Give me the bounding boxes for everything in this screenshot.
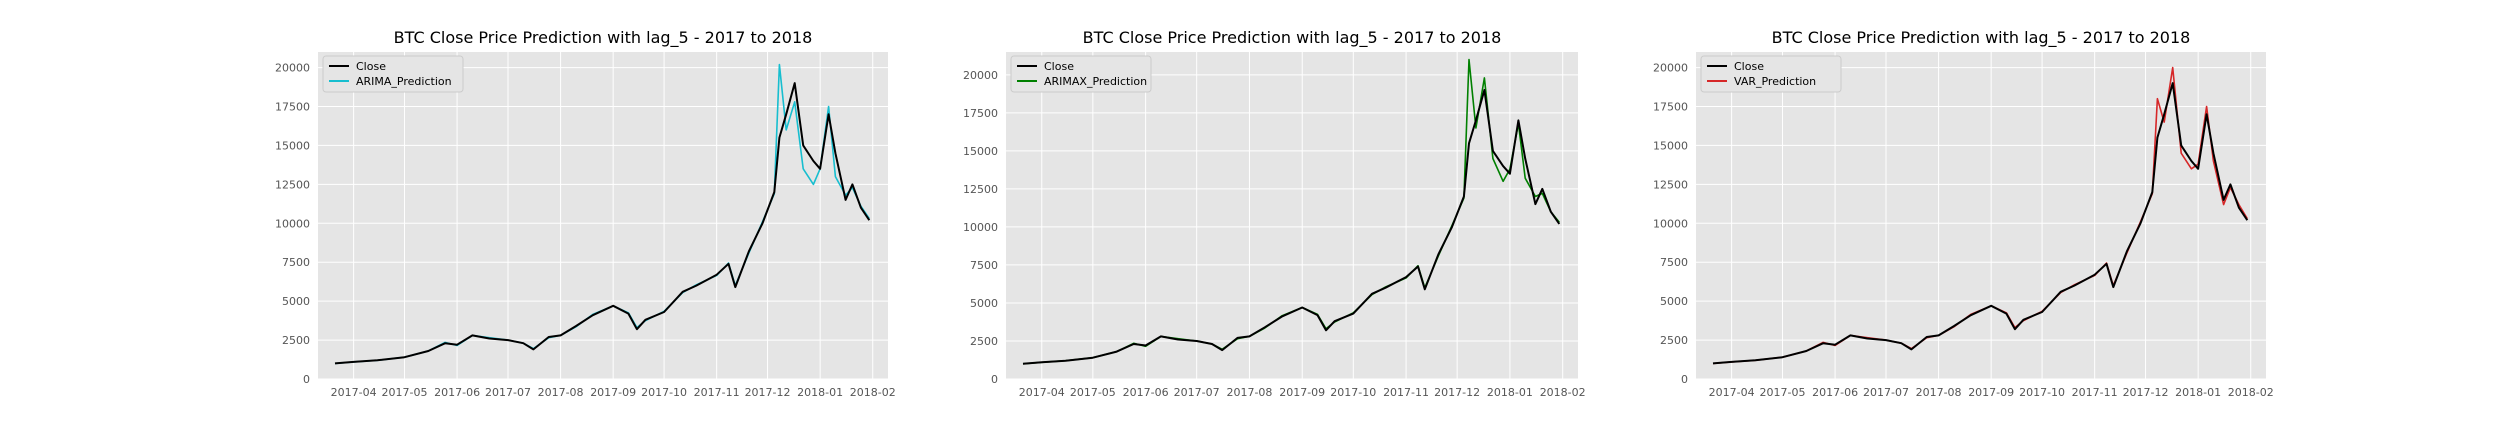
x-tick-label: 2018-02 — [1540, 386, 1586, 399]
legend: Close VAR_Prediction — [1700, 55, 1842, 93]
y-tick-label: 15000 — [963, 145, 998, 158]
x-tick-label: 2017-05 — [1760, 386, 1806, 399]
chart-title: BTC Close Price Prediction with lag_5 - … — [394, 28, 813, 48]
chart-panel-2: 0 2500 5000 7500 10000 12500 15000 17500 20000 20… — [963, 28, 1586, 399]
legend: Close ARIMAX_Prediction — [1010, 55, 1152, 93]
x-tick-label: 2018-02 — [2228, 386, 2274, 399]
legend: Close ARIMA_Prediction — [322, 55, 464, 93]
x-tick-label: 2017-10 — [641, 386, 687, 399]
x-tick-label: 2017-09 — [1279, 386, 1325, 399]
y-tick-label: 2500 — [1660, 334, 1688, 347]
x-tick-label: 2017-12 — [745, 386, 791, 399]
chart-panel-1: 0 2500 5000 7500 10000 12500 15000 17500 20000 20… — [275, 28, 896, 399]
series-line-close — [1712, 82, 2249, 365]
x-tick-label: 2017-05 — [382, 386, 428, 399]
x-tick-label: 2017-07 — [1863, 386, 1909, 399]
y-tick-label: 10000 — [963, 221, 998, 234]
y-tick-label: 17500 — [1653, 101, 1688, 114]
plot-area — [318, 52, 888, 379]
x-tick-label: 2017-04 — [1709, 386, 1755, 399]
y-tick-label: 12500 — [1653, 178, 1688, 191]
x-tick-label: 2017-06 — [1812, 386, 1858, 399]
legend-label: Close — [356, 60, 386, 73]
x-tick-label: 2017-11 — [694, 386, 740, 399]
x-tick-label: 2018-01 — [797, 386, 843, 399]
series-line-close — [1022, 89, 1561, 365]
y-tick-label: 12500 — [963, 183, 998, 196]
x-tick-label: 2017-10 — [2019, 386, 2065, 399]
legend-label: Close — [1734, 60, 1764, 73]
x-tick-label: 2018-01 — [2175, 386, 2221, 399]
x-tick-label: 2017-10 — [1330, 386, 1376, 399]
y-tick-label: 12500 — [275, 178, 310, 191]
x-tick-label: 2018-02 — [850, 386, 896, 399]
legend-label: ARIMAX_Prediction — [1044, 75, 1147, 88]
x-tick-label: 2017-04 — [1019, 386, 1065, 399]
y-tick-label: 20000 — [963, 69, 998, 82]
x-tick-label: 2017-06 — [1123, 386, 1169, 399]
plot-area — [1696, 52, 2266, 379]
y-tick-label: 17500 — [963, 107, 998, 120]
x-tick-label: 2017-11 — [2072, 386, 2118, 399]
x-tick-label: 2017-12 — [2123, 386, 2169, 399]
legend-box — [322, 55, 464, 93]
chart-title: BTC Close Price Prediction with lag_5 - … — [1083, 28, 1502, 48]
legend-label: Close — [1044, 60, 1074, 73]
x-tick-label: 2017-08 — [1226, 386, 1272, 399]
y-tick-label: 7500 — [1660, 256, 1688, 269]
plot-area — [1006, 52, 1578, 379]
series-line-close — [334, 82, 871, 365]
y-tick-label: 2500 — [282, 334, 310, 347]
x-tick-label: 2017-04 — [331, 386, 377, 399]
y-tick-label: 7500 — [970, 259, 998, 272]
y-tick-label: 5000 — [1660, 295, 1688, 308]
y-tick-label: 7500 — [282, 256, 310, 269]
y-tick-label: 10000 — [275, 217, 310, 230]
y-tick-label: 0 — [303, 373, 310, 386]
x-tick-label: 2017-07 — [485, 386, 531, 399]
y-tick-label: 5000 — [970, 297, 998, 310]
y-tick-label: 0 — [991, 373, 998, 386]
y-tick-label: 15000 — [1653, 139, 1688, 152]
x-tick-label: 2017-09 — [590, 386, 636, 399]
chart-panel-3: 0 2500 5000 7500 10000 12500 15000 17500 20000 20… — [1653, 28, 2274, 399]
x-tick-label: 2017-05 — [1070, 386, 1116, 399]
x-tick-label: 2018-01 — [1487, 386, 1533, 399]
y-tick-label: 15000 — [275, 139, 310, 152]
x-tick-label: 2017-11 — [1383, 386, 1429, 399]
legend-label: VAR_Prediction — [1734, 75, 1816, 88]
x-tick-label: 2017-06 — [434, 386, 480, 399]
y-tick-label: 20000 — [275, 62, 310, 75]
x-tick-label: 2017-07 — [1174, 386, 1220, 399]
x-tick-label: 2017-08 — [1916, 386, 1962, 399]
y-tick-label: 20000 — [1653, 62, 1688, 75]
y-tick-label: 5000 — [282, 295, 310, 308]
x-tick-label: 2017-08 — [538, 386, 584, 399]
x-tick-label: 2017-12 — [1434, 386, 1480, 399]
legend-box — [1010, 55, 1152, 93]
y-tick-label: 0 — [1681, 373, 1688, 386]
x-tick-label: 2017-09 — [1968, 386, 2014, 399]
legend-box — [1700, 55, 1842, 93]
legend-label: ARIMA_Prediction — [356, 75, 452, 88]
y-tick-label: 2500 — [970, 335, 998, 348]
y-tick-label: 10000 — [1653, 217, 1688, 230]
chart-title: BTC Close Price Prediction with lag_5 - … — [1772, 28, 2191, 48]
y-tick-label: 17500 — [275, 101, 310, 114]
